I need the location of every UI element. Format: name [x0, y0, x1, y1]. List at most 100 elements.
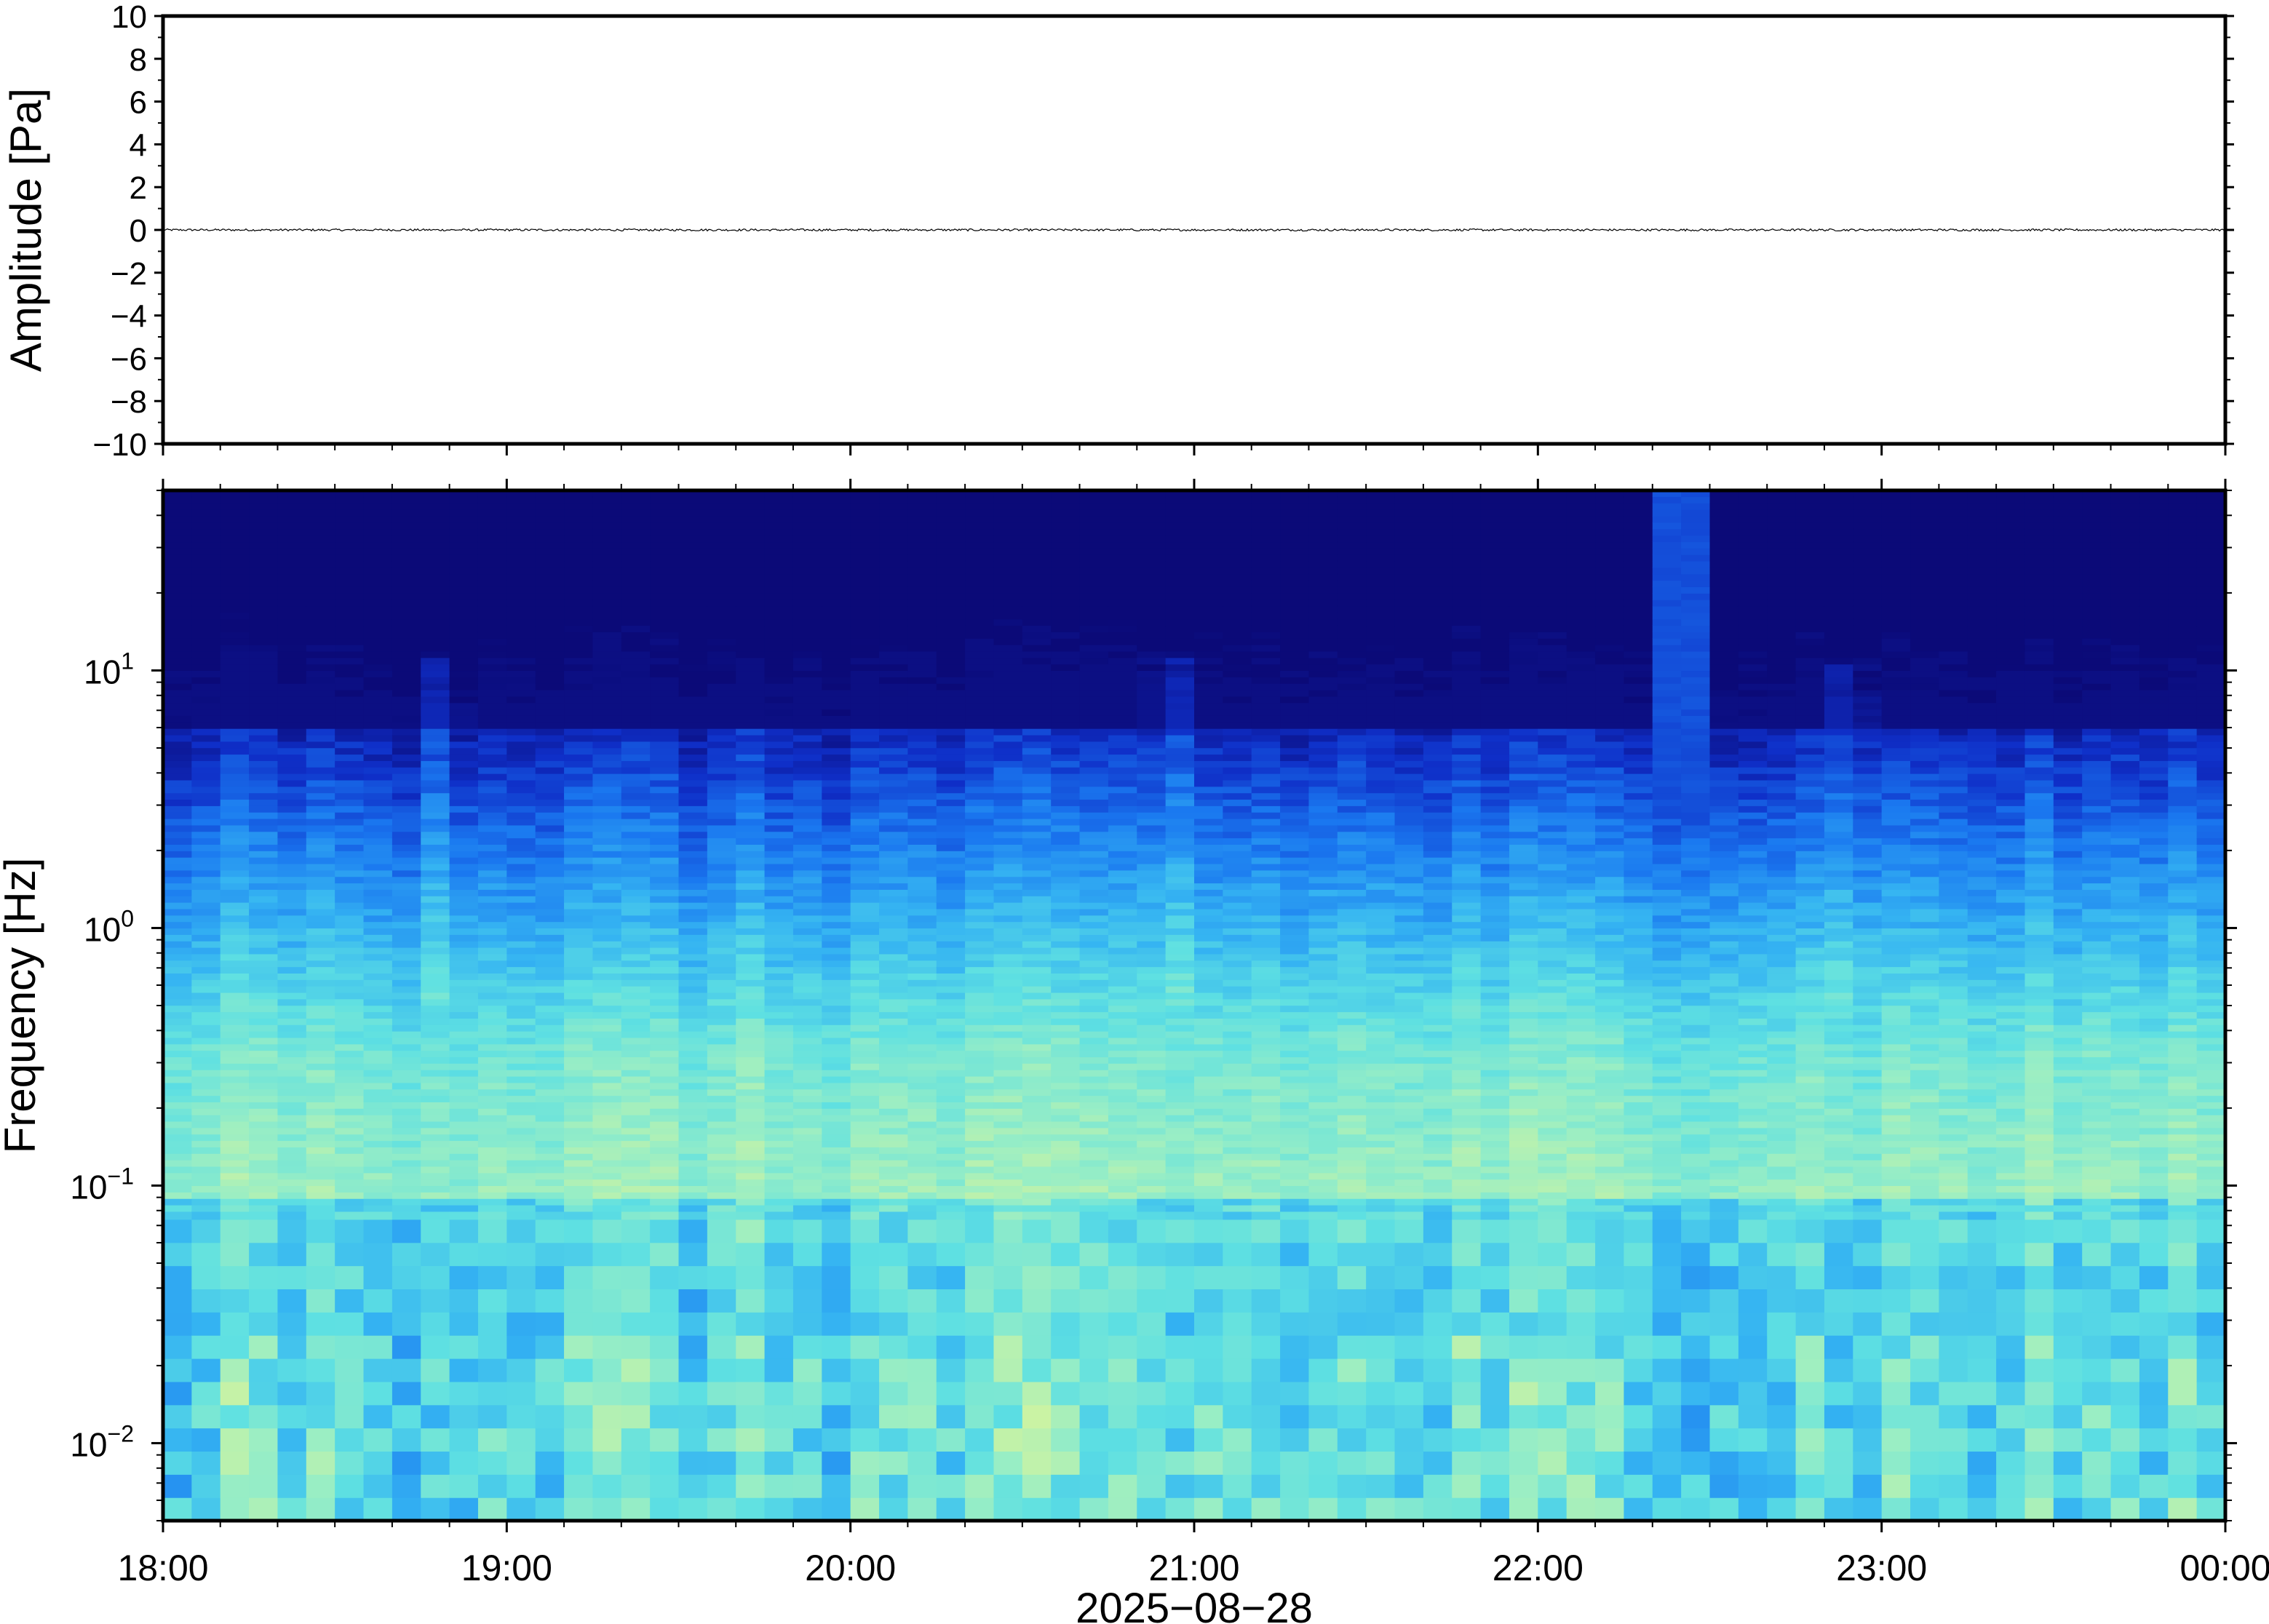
spectrogram-cell [449, 1166, 479, 1174]
spectrogram-cell [1108, 573, 1137, 581]
spectrogram-cell [1108, 779, 1137, 787]
spectrogram-cell [249, 541, 279, 549]
spectrogram-cell [678, 824, 708, 832]
spectrogram-cell [850, 824, 880, 832]
spectrogram-cell [163, 741, 192, 749]
spectrogram-cell [191, 632, 221, 639]
spectrogram-cell [707, 650, 736, 658]
spectrogram-cell [477, 702, 507, 710]
spectrogram-cell [249, 1289, 279, 1313]
spectrogram-cell [592, 625, 622, 632]
spectrogram-cell [1079, 677, 1109, 684]
spectrogram-cell [707, 1102, 736, 1109]
spectrogram-cell [592, 824, 622, 832]
spectrogram-cell [277, 1102, 307, 1109]
spectrogram-cell [564, 889, 594, 896]
spectrogram-cell [163, 1140, 192, 1147]
spectrogram-cell [1108, 928, 1137, 935]
spectrogram-cell [564, 645, 594, 652]
spectrogram-cell [1079, 799, 1109, 806]
spectrogram-cell [965, 1474, 995, 1498]
spectrogram-cell [907, 1358, 937, 1382]
spectrogram-cell [306, 883, 335, 890]
spectrogram-cell [592, 1428, 622, 1452]
spectrogram-cell [421, 812, 450, 819]
spectrogram-cell [163, 831, 192, 839]
spectrogram-cell [1108, 773, 1137, 781]
spectrogram-cell [249, 934, 279, 942]
spectrogram-cell [1051, 1219, 1081, 1243]
spectrogram-cell [1165, 1037, 1195, 1045]
spectrogram-cell [993, 1082, 1023, 1090]
spectrogram-cell [392, 902, 421, 909]
spectrogram-cell [650, 503, 680, 510]
spectrogram-cell [1194, 953, 1223, 961]
spectrogram-cell [1251, 1134, 1281, 1142]
spectrogram-cell [306, 934, 335, 942]
spectrogram-cell [736, 747, 766, 755]
spectrogram-cell [650, 586, 680, 594]
spectrogram-cell [535, 831, 565, 839]
spectrogram-cell [449, 689, 479, 697]
spectrogram-cell [1223, 528, 1252, 536]
spectrogram-cell [335, 683, 365, 690]
spectrogram-cell [249, 1018, 279, 1025]
spectrogram-cell [564, 1147, 594, 1154]
spectrogram-cell [1194, 1358, 1223, 1382]
spectrogram-cell [335, 1056, 365, 1064]
spectrogram-cell [191, 883, 221, 890]
spectrogram-cell [1079, 1265, 1109, 1289]
spectrogram-cell [1022, 844, 1052, 851]
spectrogram-cell [764, 612, 794, 620]
spectrogram-cell [306, 1219, 335, 1243]
spectrogram-cell [736, 837, 766, 845]
spectrogram-cell [592, 516, 622, 523]
spectrogram-cell [907, 1075, 937, 1083]
spectrogram-cell [1022, 1088, 1052, 1096]
spectrogram-cell [936, 677, 966, 684]
spectrogram-cell [965, 734, 995, 742]
spectrogram-cell [1022, 1204, 1052, 1212]
spectrogram-cell [191, 625, 221, 632]
spectrogram-cell [792, 844, 822, 851]
spectrogram-cell [1108, 1031, 1137, 1038]
spectrogram-cell [650, 844, 680, 851]
spectrogram-cell [392, 528, 421, 536]
spectrogram-cell [1251, 747, 1281, 755]
spectrogram-cell [363, 650, 393, 658]
spectrogram-cell [335, 1242, 365, 1267]
spectrogram-cell [1194, 632, 1223, 639]
spectrogram-cell [1194, 1289, 1223, 1313]
spectrogram-cell [163, 1011, 192, 1019]
spectrogram-cell [736, 618, 766, 626]
spectrogram-cell [335, 1075, 365, 1083]
spectrogram-cell [191, 567, 221, 575]
spectrogram-cell [220, 535, 250, 543]
spectrogram-cell [822, 1140, 851, 1147]
spectrogram-cell [1108, 1172, 1137, 1180]
spectrogram-cell [993, 1050, 1023, 1058]
spectrogram-cell [1194, 1088, 1223, 1096]
spectrogram-cell [965, 844, 995, 851]
spectrogram-cell [1108, 1075, 1137, 1083]
spectrogram-cell [1051, 1198, 1081, 1206]
spectrogram-cell [220, 728, 250, 736]
spectrogram-cell [965, 1211, 995, 1220]
spectrogram-cell [449, 754, 479, 761]
spectrogram-cell [191, 1134, 221, 1142]
spectrogram-cell [736, 715, 766, 723]
spectrogram-cell [707, 580, 736, 587]
spectrogram-cell [421, 600, 450, 607]
spectrogram-cell [477, 496, 507, 503]
spectrogram-cell [1051, 812, 1081, 819]
spectrogram-cell [707, 921, 736, 929]
spectrogram-cell [1251, 928, 1281, 935]
spectrogram-cell [1223, 1289, 1252, 1313]
spectrogram-cell [707, 851, 736, 858]
spectrogram-cell [621, 966, 651, 974]
spectrogram-cell [163, 960, 192, 968]
spectrogram-cell [936, 650, 966, 658]
spectrogram-cell [421, 1037, 450, 1045]
spectrogram-cell [392, 947, 421, 955]
spectrogram-cell [306, 593, 335, 600]
